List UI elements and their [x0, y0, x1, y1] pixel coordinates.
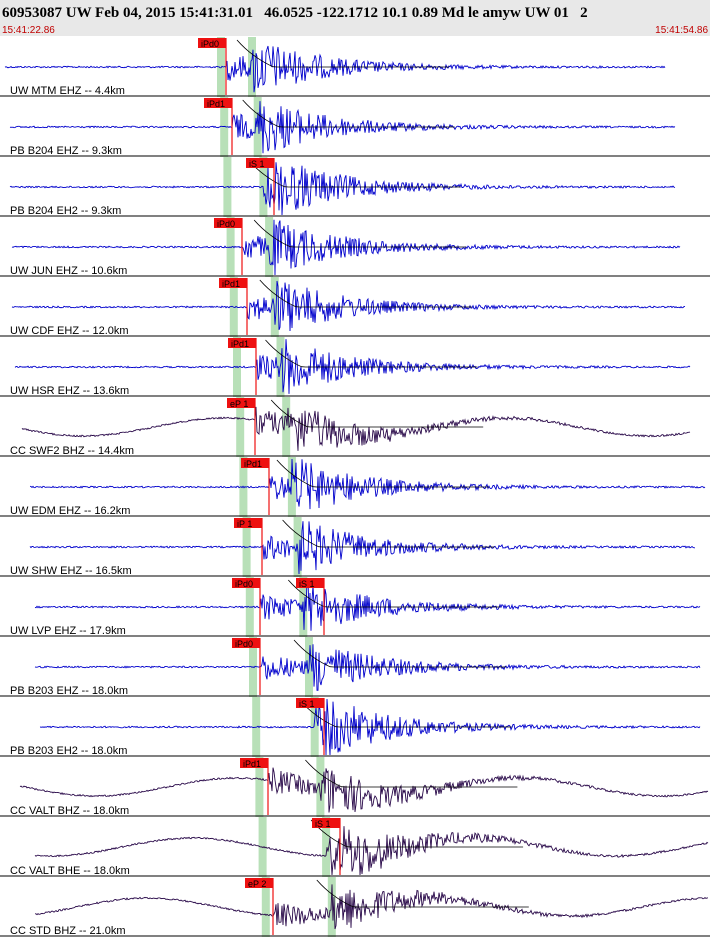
p-window	[282, 397, 291, 457]
waveform	[9, 162, 676, 216]
pick-label: eP 1	[230, 399, 248, 409]
trace-label: PB B203 EHZ -- 18.0km	[10, 685, 128, 697]
pick-box	[232, 638, 260, 648]
pick-label: iPd0	[201, 39, 219, 49]
p-window	[287, 457, 296, 517]
coda-curve	[305, 759, 518, 788]
pick-label: iPd1	[207, 99, 225, 109]
pick-label: iP 1	[237, 519, 252, 529]
coda-curve	[236, 39, 449, 68]
waveform	[11, 280, 686, 332]
p-window	[270, 277, 279, 337]
coda-curve	[265, 339, 478, 368]
coda-curve	[310, 819, 524, 848]
trace-label: CC VALT BHE -- 18.0km	[10, 865, 130, 877]
event-title: 60953087 UW Feb 04, 2015 15:41:31.01 46.…	[2, 5, 588, 21]
header-bar	[0, 0, 710, 36]
p-window	[255, 757, 264, 817]
p-window	[265, 217, 274, 277]
pick-label: iS 1	[299, 699, 315, 709]
coda-curve	[259, 279, 472, 308]
waveform	[35, 884, 708, 930]
coda-curve	[316, 879, 529, 908]
pick-label: iPd1	[231, 339, 249, 349]
pick-box	[296, 698, 324, 708]
trace-label: UW HSR EHZ -- 13.6km	[10, 385, 129, 397]
trace-label: PB B204 EH2 -- 9.3km	[10, 205, 121, 217]
p-window	[316, 757, 325, 817]
pick-label: iPd0	[235, 639, 253, 649]
waveform	[14, 339, 691, 394]
trace-label: UW EDM EHZ -- 16.2km	[10, 505, 130, 517]
coda-curve	[293, 639, 506, 668]
pick-box	[296, 578, 324, 588]
waveform	[34, 644, 701, 691]
waveform	[39, 698, 701, 756]
pick-box	[241, 458, 269, 468]
pick-box	[234, 518, 262, 528]
pick-label: iPd1	[244, 459, 262, 469]
waveform	[19, 767, 709, 813]
coda-curve	[276, 459, 489, 488]
trace-label: UW SHW EHZ -- 16.5km	[10, 565, 132, 577]
pick-label: iS 1	[249, 159, 265, 169]
waveform	[29, 521, 695, 575]
pick-box	[312, 818, 340, 828]
p-window	[248, 37, 256, 97]
pick-box	[204, 98, 232, 108]
trace-label: PB B204 EHZ -- 9.3km	[10, 145, 122, 157]
coda-curve	[299, 699, 512, 728]
pick-box	[214, 218, 242, 228]
pick-box	[245, 878, 273, 888]
pick-box	[219, 278, 247, 288]
pick-label: iPd1	[222, 279, 240, 289]
coda-curve	[270, 399, 484, 428]
p-window	[261, 877, 270, 937]
pick-box	[232, 578, 260, 588]
pick-label: iS 1	[315, 819, 331, 829]
trace-label: UW JUN EHZ -- 10.6km	[10, 265, 127, 277]
pick-label: eP 2	[248, 879, 266, 889]
p-window	[220, 97, 229, 157]
coda-curve	[282, 519, 495, 548]
trace-label: UW MTM EHZ -- 4.4km	[10, 85, 125, 97]
p-window	[310, 697, 319, 757]
waveform	[11, 219, 681, 276]
trace-label: UW CDF EHZ -- 12.0km	[10, 325, 129, 337]
coda-curve	[248, 159, 461, 188]
pick-box	[227, 398, 255, 408]
waveform	[29, 458, 706, 510]
trace-label: UW LVP EHZ -- 17.9km	[10, 625, 126, 637]
trace-label: CC SWF2 BHZ -- 14.4km	[10, 445, 134, 457]
trace-label: CC VALT BHZ -- 18.0km	[10, 805, 129, 817]
p-window	[322, 817, 331, 877]
pick-box	[228, 338, 256, 348]
coda-curve	[253, 219, 467, 248]
pick-label: iPd1	[243, 759, 261, 769]
end-time: 15:41:54.86	[655, 25, 708, 36]
pick-label: iS 1	[299, 579, 315, 589]
p-window	[327, 877, 336, 937]
pick-label: iPd0	[217, 219, 235, 229]
coda-curve	[242, 99, 455, 128]
p-window	[236, 397, 245, 457]
pick-box	[198, 38, 226, 48]
waveform	[34, 826, 709, 876]
pick-box	[246, 158, 274, 168]
waveform	[21, 406, 691, 451]
trace-label: PB B203 EH2 -- 18.0km	[10, 745, 127, 757]
p-window	[253, 97, 262, 157]
pick-label: iPd0	[235, 579, 253, 589]
trace-label: CC STD BHZ -- 21.0km	[10, 925, 126, 937]
pick-box	[240, 758, 268, 768]
start-time: 15:41:22.86	[2, 25, 55, 36]
waveform	[34, 578, 701, 631]
waveform	[4, 45, 666, 93]
